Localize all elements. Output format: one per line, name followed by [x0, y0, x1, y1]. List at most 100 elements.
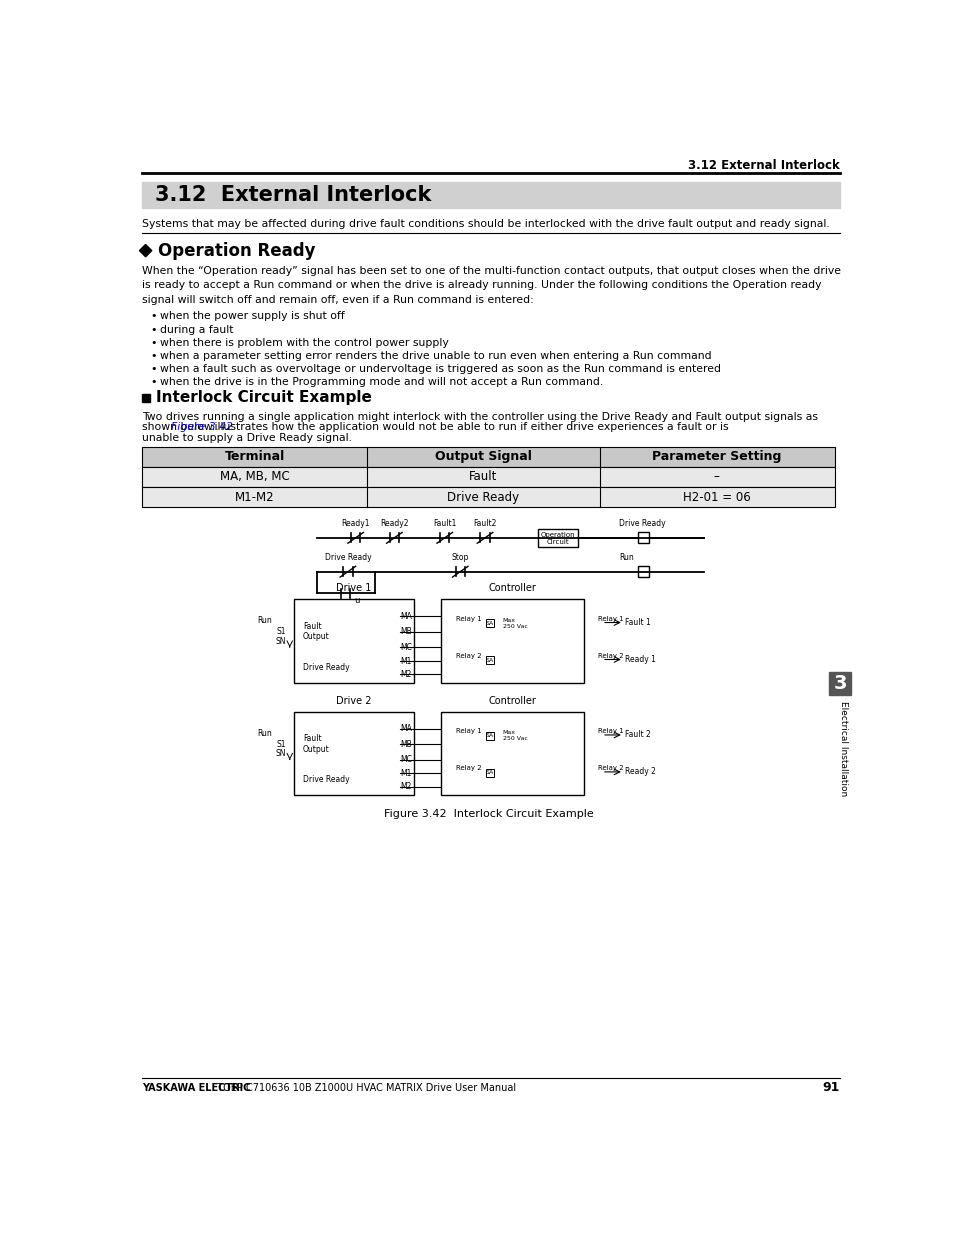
- Text: unable to supply a Drive Ready signal.: unable to supply a Drive Ready signal.: [142, 433, 352, 443]
- Text: Run: Run: [257, 729, 272, 737]
- Text: Figure 3.42: Figure 3.42: [171, 422, 233, 432]
- Text: Drive Ready: Drive Ready: [324, 553, 371, 562]
- Text: When the “Operation ready” signal has been set to one of the multi-function cont: When the “Operation ready” signal has be…: [142, 266, 841, 305]
- Bar: [142, 447, 834, 467]
- Polygon shape: [139, 245, 152, 257]
- Bar: [440, 599, 583, 683]
- Text: Fault2: Fault2: [473, 519, 497, 527]
- Bar: [485, 732, 493, 740]
- Text: MA: MA: [400, 724, 412, 734]
- Text: when a fault such as overvoltage or undervoltage is triggered as soon as the Run: when a fault such as overvoltage or unde…: [159, 364, 720, 374]
- Text: Relay 1: Relay 1: [598, 615, 623, 621]
- Text: M1-M2: M1-M2: [234, 490, 274, 504]
- Bar: [638, 532, 649, 543]
- Text: Relay 2: Relay 2: [456, 652, 481, 658]
- Text: M2: M2: [400, 782, 412, 792]
- Text: Terminal: Terminal: [225, 451, 285, 463]
- Text: 3.12  External Interlock: 3.12 External Interlock: [154, 185, 431, 205]
- Text: •: •: [150, 337, 156, 347]
- Text: Drive Ready: Drive Ready: [447, 490, 519, 504]
- Text: Ready 2: Ready 2: [624, 767, 656, 777]
- Text: Output Signal: Output Signal: [435, 451, 532, 463]
- Text: when the drive is in the Programming mode and will not accept a Run command.: when the drive is in the Programming mod…: [159, 377, 602, 387]
- Text: Operation Ready: Operation Ready: [158, 242, 315, 259]
- Text: SA: SA: [485, 734, 494, 739]
- Text: 3.12 External Interlock: 3.12 External Interlock: [687, 158, 840, 172]
- Text: Two drives running a single application might interlock with the controller usin: Two drives running a single application …: [142, 411, 818, 421]
- Text: Drive Ready: Drive Ready: [303, 776, 349, 784]
- Text: MC: MC: [400, 755, 412, 764]
- Text: M1: M1: [400, 657, 412, 666]
- Text: Controller: Controller: [488, 583, 536, 593]
- Text: Parameter Setting: Parameter Setting: [652, 451, 781, 463]
- Text: •: •: [150, 364, 156, 374]
- Text: Drive 2: Drive 2: [335, 695, 371, 705]
- Text: SA: SA: [485, 658, 494, 663]
- Text: during a fault: during a fault: [159, 325, 233, 335]
- Text: Fault: Fault: [469, 471, 497, 483]
- Text: SN: SN: [275, 636, 286, 646]
- Text: shown below.: shown below.: [142, 422, 219, 432]
- Text: when the power supply is shut off: when the power supply is shut off: [159, 311, 344, 321]
- Bar: [638, 567, 649, 577]
- Text: Fault
Output: Fault Output: [303, 622, 330, 641]
- Text: Drive Ready: Drive Ready: [303, 663, 349, 672]
- Text: Ready2: Ready2: [379, 519, 408, 527]
- Text: •: •: [150, 311, 156, 321]
- Text: Controller: Controller: [488, 695, 536, 705]
- Text: Relay 2: Relay 2: [598, 764, 623, 771]
- Text: M2: M2: [400, 669, 412, 678]
- Text: Max
250 Vac: Max 250 Vac: [502, 730, 527, 741]
- Text: 3: 3: [832, 674, 846, 693]
- Text: MB: MB: [400, 627, 412, 636]
- Bar: [142, 394, 150, 401]
- Text: Max
250 Vac: Max 250 Vac: [502, 618, 527, 629]
- Text: SN: SN: [275, 748, 286, 758]
- Text: Relay 2: Relay 2: [456, 764, 481, 771]
- Text: MC: MC: [400, 642, 412, 652]
- Text: Fault1: Fault1: [433, 519, 456, 527]
- Text: Ready 1: Ready 1: [624, 655, 656, 664]
- Bar: [142, 182, 840, 209]
- Bar: [828, 672, 850, 695]
- Text: S1: S1: [276, 627, 286, 636]
- Text: when a parameter setting error renders the drive unable to run even when enterin: when a parameter setting error renders t…: [159, 351, 710, 361]
- Text: MA, MB, MC: MA, MB, MC: [220, 471, 290, 483]
- Text: Run: Run: [257, 616, 272, 625]
- Bar: [142, 467, 834, 487]
- Bar: [294, 711, 414, 795]
- Text: SA: SA: [485, 771, 494, 776]
- Text: 91: 91: [821, 1081, 840, 1094]
- Text: Systems that may be affected during drive fault conditions should be interlocked: Systems that may be affected during driv…: [142, 219, 829, 228]
- Text: YASKAWA ELECTRIC: YASKAWA ELECTRIC: [142, 1083, 251, 1093]
- Text: •: •: [150, 325, 156, 335]
- Text: when there is problem with the control power supply: when there is problem with the control p…: [159, 337, 448, 347]
- Text: SA: SA: [485, 621, 494, 626]
- Text: Figure 3.42  Interlock Circuit Example: Figure 3.42 Interlock Circuit Example: [384, 809, 593, 819]
- Text: Electrical Installation: Electrical Installation: [839, 701, 847, 797]
- Text: Fault 1: Fault 1: [624, 618, 650, 627]
- Text: Fault
Output: Fault Output: [303, 735, 330, 753]
- Bar: [440, 711, 583, 795]
- Bar: [485, 656, 493, 664]
- Text: •: •: [150, 351, 156, 361]
- Text: Ready1: Ready1: [341, 519, 370, 527]
- Text: Relay 1: Relay 1: [456, 615, 481, 621]
- Text: Run: Run: [618, 553, 633, 562]
- Text: Drive 1: Drive 1: [335, 583, 371, 593]
- Text: Relay 1: Relay 1: [598, 727, 623, 734]
- Bar: [485, 620, 493, 627]
- Bar: [537, 529, 578, 547]
- Text: Relay 2: Relay 2: [598, 652, 623, 658]
- Bar: [294, 599, 414, 683]
- Text: illustrates how the application would not be able to run if either drive experie: illustrates how the application would no…: [212, 422, 728, 432]
- Bar: [142, 487, 834, 508]
- Text: TOEP C710636 10B Z1000U HVAC MATRIX Drive User Manual: TOEP C710636 10B Z1000U HVAC MATRIX Driv…: [211, 1083, 516, 1093]
- Text: MB: MB: [400, 740, 412, 748]
- Text: Fault 2: Fault 2: [624, 730, 650, 740]
- Text: Drive Ready: Drive Ready: [618, 519, 665, 527]
- Text: Relay 1: Relay 1: [456, 727, 481, 734]
- Text: M1: M1: [400, 769, 412, 778]
- Text: Stop: Stop: [451, 553, 469, 562]
- Text: Interlock Circuit Example: Interlock Circuit Example: [155, 390, 371, 405]
